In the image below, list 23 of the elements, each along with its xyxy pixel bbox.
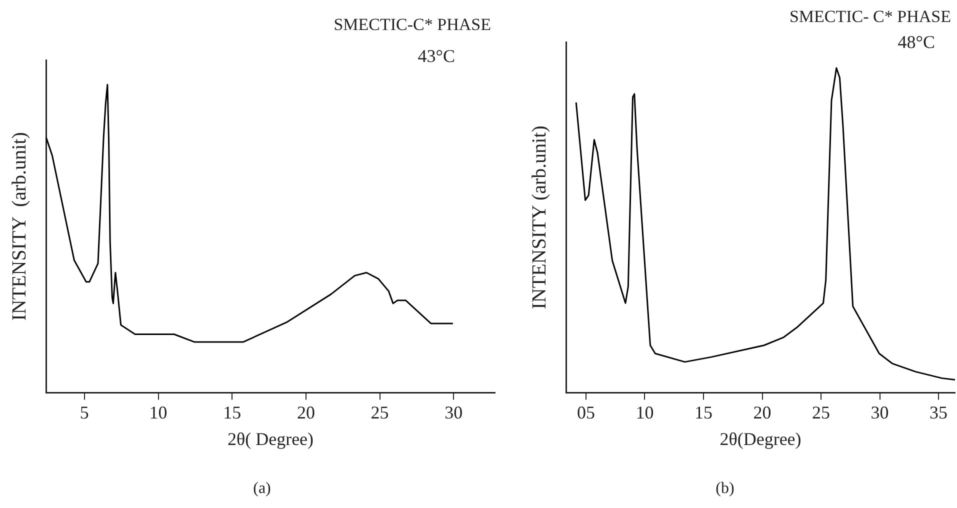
chart-subtitle: 48°C: [898, 32, 935, 52]
chart-title: SMECTIC-C* PHASE: [334, 15, 491, 34]
x-tick-label: 15: [694, 402, 712, 422]
x-tick-label: 25: [370, 402, 389, 422]
x-axis-title: 2θ(Degree): [720, 428, 802, 449]
x-tick-label: 20: [296, 402, 315, 422]
x-tick-label: 20: [753, 402, 772, 422]
text: (a): [252, 480, 272, 498]
x-tick-label: 10: [636, 402, 654, 422]
x-tick-label: 30: [870, 402, 889, 422]
y-axis-title: INTENSITY (arb.unit): [528, 126, 550, 310]
x-tick-label: 15: [223, 402, 242, 422]
x-tick-label: 10: [149, 402, 168, 422]
x-tick-label: 30: [444, 402, 463, 422]
y-axis-title: INTENSITY (arb.unit): [8, 132, 30, 321]
x-tick-label: 5: [80, 402, 89, 422]
x-tick-label: 05: [576, 402, 595, 422]
chart-subtitle: 43°C: [418, 46, 455, 66]
x-tick-label: 35: [930, 402, 948, 422]
text: (b): [714, 480, 736, 498]
x-tick-label: 25: [812, 402, 830, 422]
chart-title: SMECTIC- C* PHASE: [789, 7, 951, 26]
x-axis-title: 2θ( Degree): [227, 428, 314, 449]
